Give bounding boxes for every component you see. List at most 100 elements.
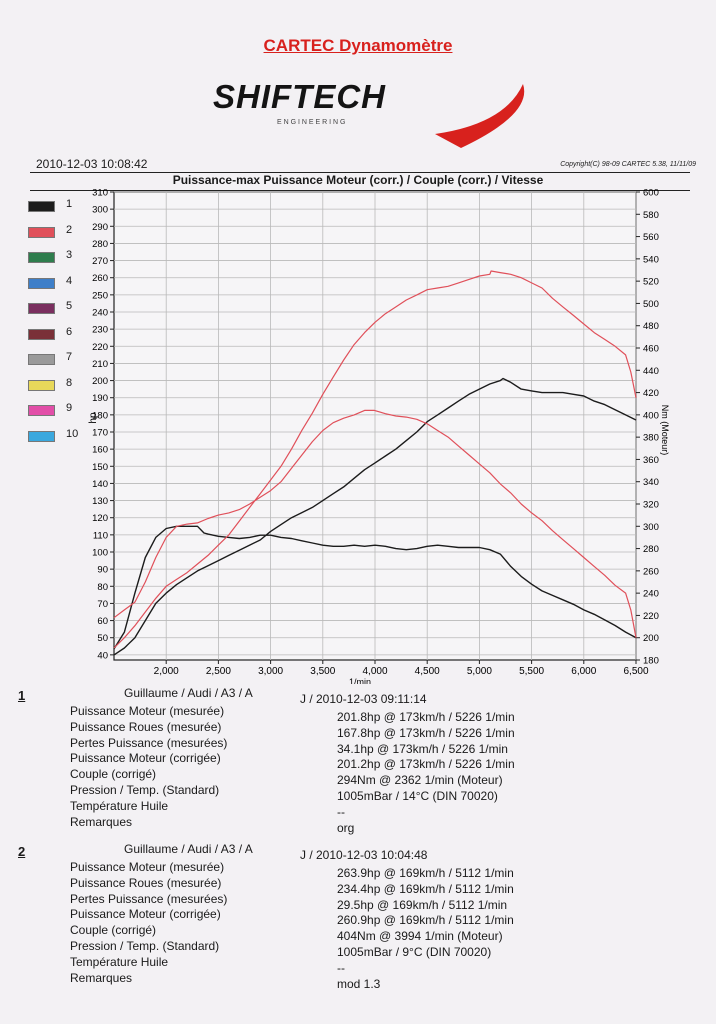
chart-title-divider: [30, 190, 690, 191]
y-right-tick-label: 220: [643, 611, 659, 622]
y-left-tick-label: 230: [92, 325, 108, 336]
legend-swatch: [28, 303, 55, 314]
y-left-tick-label: 150: [92, 462, 108, 473]
legend-swatch: [28, 405, 55, 416]
y-right-tick-label: 240: [643, 589, 659, 600]
run-row-label: Pertes Puissance (mesurées): [70, 891, 228, 906]
legend-label: 6: [66, 325, 73, 338]
run-row-label: Couple (corrigé): [70, 767, 157, 782]
run-row-value: 260.9hp @ 169km/h / 5112 1/min: [337, 913, 514, 928]
x-tick-label: 2,500: [206, 666, 231, 677]
run-row-label: Puissance Moteur (mesurée): [70, 860, 225, 874]
y-left-tick-label: 250: [92, 290, 108, 301]
y-left-tick-label: 80: [97, 582, 108, 593]
legend-label: 8: [66, 376, 73, 389]
legend-label: 2: [66, 223, 73, 236]
run-title: Guillaume / Audi / A3 / A: [124, 686, 253, 700]
y-right-tick-label: 580: [643, 210, 659, 221]
run-report: 1 Guillaume / Audi / A3 / A J / 2010-12-03…: [0, 684, 716, 1014]
legend-swatch: [28, 201, 55, 212]
run-row-value: 201.8hp @ 173km/h / 5226 1/min: [337, 710, 515, 724]
y-left-tick-label: 190: [92, 393, 108, 404]
report-timestamp: 2010-12-03 10:08:42: [36, 157, 148, 171]
legend-item: 5: [28, 300, 98, 326]
x-tick-label: 5,500: [519, 666, 544, 677]
run-date: J / 2010-12-03 09:11:14: [300, 692, 427, 706]
y-left-tick-label: 140: [92, 479, 108, 490]
y-right-tick-label: 320: [643, 500, 659, 511]
x-tick-label: 6,000: [571, 666, 596, 677]
legend-swatch: [28, 328, 55, 340]
legend-label: 4: [66, 274, 73, 287]
run-row-label: Pression / Temp. (Standard): [70, 783, 220, 797]
y-left-tick-label: 160: [92, 445, 108, 456]
dyno-chart: 2,000 2,500 3,000 3,500 4,000 4,500 5,000 5,500…: [88, 188, 670, 685]
logo-wordmark: SHIFTECH: [213, 78, 386, 115]
chart-legend: 1 2 3 4 5 6 7 8 9 10: [28, 198, 98, 453]
y-left-tick-label: 60: [97, 616, 108, 627]
y-left-tick-label: 300: [92, 205, 108, 216]
y-right-tick-label: 360: [643, 455, 659, 466]
run-row-label: Température Huile: [70, 954, 169, 969]
y-right-tick-label: 560: [643, 232, 659, 243]
run-row-value: 29.5hp @ 169km/h / 5112 1/min: [337, 897, 508, 912]
legend-item: 7: [28, 351, 98, 377]
run-row-value: --: [337, 804, 345, 819]
y-right-tick-label: 400: [643, 410, 659, 421]
y-right-axis-label: Nm (Moteur): [660, 405, 670, 456]
run-row-value: 167.8hp @ 173km/h / 5226 1/min: [337, 725, 515, 740]
run-number: 1: [18, 688, 26, 703]
legend-label: 10: [66, 427, 79, 440]
legend-label: 5: [66, 300, 73, 312]
y-left-tick-label: 220: [92, 342, 108, 353]
y-left-tick-label: 170: [92, 428, 108, 439]
y-left-axis-label: hp: [88, 412, 99, 424]
y-right-tick-label: 520: [643, 277, 659, 288]
y-right-tick-label: 180: [643, 656, 659, 667]
x-tick-label: 5,000: [467, 666, 492, 677]
run-row-label: Puissance Roues (mesurée): [70, 719, 222, 734]
legend-label: 9: [66, 402, 73, 414]
run-row-label: Puissance Roues (mesurée): [70, 875, 222, 890]
run-row-label: Puissance Moteur (corrigée): [70, 751, 221, 766]
run-row-label: Pertes Puissance (mesurées): [70, 735, 228, 750]
y-right-tick-label: 420: [643, 388, 659, 399]
y-left-tick-label: 70: [97, 599, 108, 610]
series-line-1-hp: [113, 377, 637, 656]
series-line-1-nm: [113, 525, 637, 650]
y-left-tick-label: 120: [92, 513, 108, 524]
header-divider: [30, 172, 690, 173]
shiftech-logo: SHIFTECH E N G I N E E R I N G: [213, 78, 525, 148]
run-date: J / 2010-12-03 10:04:48: [300, 848, 428, 862]
y-right-tick-label: 600: [643, 188, 659, 199]
logo-swoosh-icon: [435, 84, 525, 148]
legend-swatch: [28, 354, 55, 365]
run-row-value: 1005mBar / 9°C (DIN 70020): [337, 945, 492, 959]
run-row-label: Pression / Temp. (Standard): [70, 939, 220, 953]
legend-item: 3: [28, 249, 98, 275]
run-number: 2: [18, 844, 26, 859]
legend-item: 8: [28, 377, 98, 403]
run-row-value: 34.1hp @ 173km/h / 5226 1/min: [337, 741, 508, 756]
x-tick-label: 4,000: [362, 666, 387, 677]
y-left-tick-label: 210: [92, 359, 108, 370]
legend-swatch: [28, 226, 55, 238]
run-row-value: 201.2hp @ 173km/h / 5226 1/min: [337, 757, 515, 772]
x-axis-label: 1/min: [349, 677, 371, 684]
y-left-tick-label: 40: [97, 650, 108, 661]
legend-label: 3: [66, 249, 73, 261]
y-left-tick-label: 180: [92, 410, 108, 421]
run-row-value: mod 1.3: [337, 976, 381, 991]
run-row-label: Puissance Moteur (corrigée): [70, 907, 221, 922]
x-tick-label: 2,000: [154, 666, 179, 677]
y-left-tick-label: 90: [97, 565, 108, 576]
y-right-tick-label: 380: [643, 433, 659, 444]
y-left-tick-label: 50: [97, 633, 108, 644]
run-title: Guillaume / Audi / A3 / A: [124, 842, 253, 856]
y-right-tick-label: 500: [643, 299, 659, 310]
y-left-tick-label: 130: [92, 496, 108, 507]
y-right-tick-label: 200: [643, 633, 659, 644]
x-tick-label: 3,500: [310, 666, 335, 677]
y-left-tick-label: 260: [92, 273, 108, 284]
logo-subtext: E N G I N E E R I N G: [277, 119, 345, 126]
